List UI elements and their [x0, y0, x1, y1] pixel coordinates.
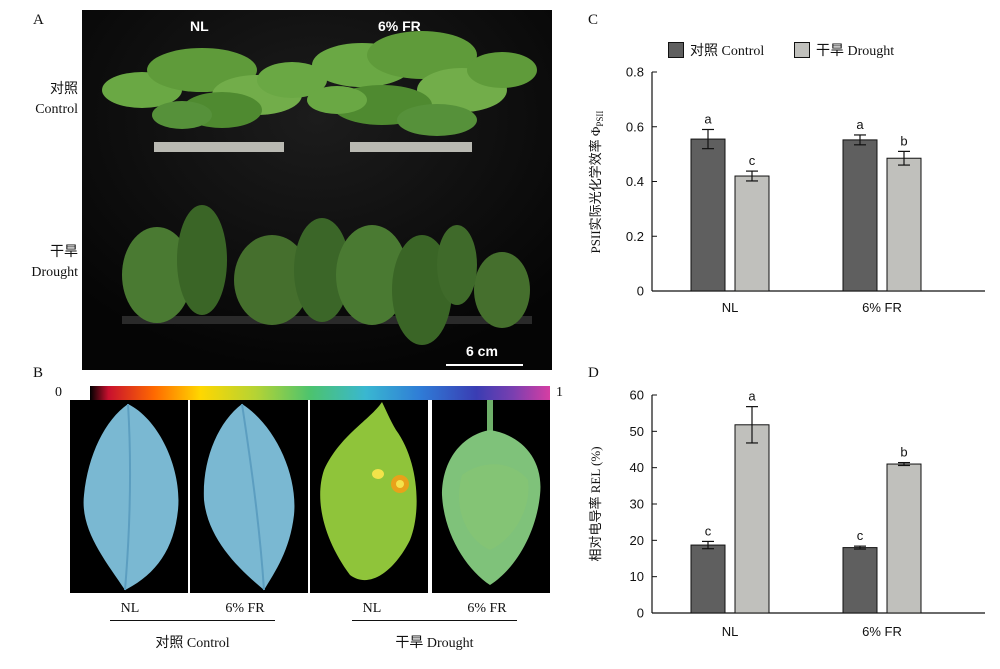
- y-tick-label: 60: [630, 388, 644, 403]
- panel-a-letter: A: [33, 12, 44, 28]
- x-category-label: NL: [722, 624, 739, 639]
- tray-control-fr: [350, 142, 472, 152]
- panel-d-letter: D: [588, 365, 599, 381]
- leaf-label-3: NL: [362, 601, 382, 616]
- col-label-fr: 6% FR: [378, 18, 421, 34]
- row-label-drought-zh: 干旱: [50, 245, 78, 260]
- x-category-label: 6% FR: [862, 624, 902, 639]
- bar: [690, 138, 726, 292]
- panel-b-letter: B: [33, 365, 44, 381]
- leaf-image-drought-fr: [432, 400, 550, 593]
- leaf-shape: [203, 404, 295, 590]
- leaf-image-control-fr: [190, 400, 308, 593]
- y-tick-label: 30: [630, 497, 644, 512]
- significance-letter: b: [900, 133, 907, 148]
- group-label-drought: 干旱 Drought: [395, 636, 474, 651]
- leaf-image-drought-nl: [310, 400, 428, 593]
- y-tick-label: 0: [637, 284, 644, 299]
- y-tick-label: 40: [630, 460, 644, 475]
- bar: [842, 139, 878, 292]
- bar: [886, 463, 922, 614]
- bar: [734, 175, 770, 292]
- drought-plants: [122, 205, 530, 345]
- row-label-drought: 干旱 Drought: [22, 243, 78, 283]
- y-tick-label: 0.6: [626, 119, 644, 134]
- bar: [886, 157, 922, 292]
- colorbar: [90, 386, 550, 400]
- leaf-spot: [372, 469, 384, 479]
- row-label-control-en: Control: [35, 102, 78, 117]
- bar: [734, 424, 770, 614]
- legend-swatch-control: [668, 42, 684, 58]
- legend-label-drought: 干旱 Drought: [816, 44, 895, 59]
- colorbar-min-label: 0: [55, 385, 62, 400]
- bar: [842, 547, 878, 614]
- leaf-label-4: 6% FR: [467, 601, 507, 616]
- leaf-label-1: NL: [120, 601, 140, 616]
- significance-letter: c: [705, 523, 712, 538]
- leaf-shape: [83, 404, 179, 590]
- y-axis-label: 相对电导率 REL (%): [588, 446, 603, 561]
- tray-control-nl: [154, 142, 284, 152]
- y-axis-label: PSII实际光化学效率 ΦPSII: [588, 111, 605, 254]
- y-tick-label: 0.2: [626, 229, 644, 244]
- y-tick-label: 0.4: [626, 174, 644, 189]
- y-tick-label: 50: [630, 424, 644, 439]
- row-label-control: 对照 Control: [22, 80, 78, 120]
- panel-c-letter: C: [588, 12, 599, 28]
- significance-letter: c: [749, 153, 756, 168]
- leaf-label-2: 6% FR: [225, 601, 265, 616]
- legend-label-control: 对照 Control: [690, 44, 765, 59]
- significance-letter: a: [748, 389, 756, 404]
- leaf-image-control-nl: [70, 400, 188, 593]
- group-bracket-control: [110, 620, 275, 621]
- x-category-label: NL: [722, 300, 739, 315]
- y-tick-label: 20: [630, 533, 644, 548]
- row-label-drought-en: Drought: [31, 265, 78, 280]
- plant-photo-drawing: [82, 10, 552, 370]
- row-label-control-zh: 对照: [50, 82, 78, 97]
- col-label-nl: NL: [190, 18, 209, 34]
- significance-letter: c: [857, 528, 864, 543]
- legend-swatch-drought: [794, 42, 810, 58]
- colorbar-max-label: 1: [556, 385, 563, 400]
- group-bracket-drought: [352, 620, 517, 621]
- y-tick-label: 10: [630, 569, 644, 584]
- scale-bar-label: 6 cm: [466, 343, 498, 359]
- group-label-control: 对照 Control: [155, 636, 230, 651]
- significance-letter: a: [856, 117, 864, 132]
- bar: [690, 544, 726, 614]
- significance-letter: b: [900, 445, 907, 460]
- plant-photo: NL 6% FR 6 cm: [82, 10, 552, 370]
- significance-letter: a: [704, 111, 712, 126]
- x-category-label: 6% FR: [862, 300, 902, 315]
- y-tick-label: 0.8: [626, 65, 644, 80]
- leaf-shape: [320, 402, 417, 581]
- y-tick-label: 0: [637, 606, 644, 621]
- control-plants: [102, 31, 537, 136]
